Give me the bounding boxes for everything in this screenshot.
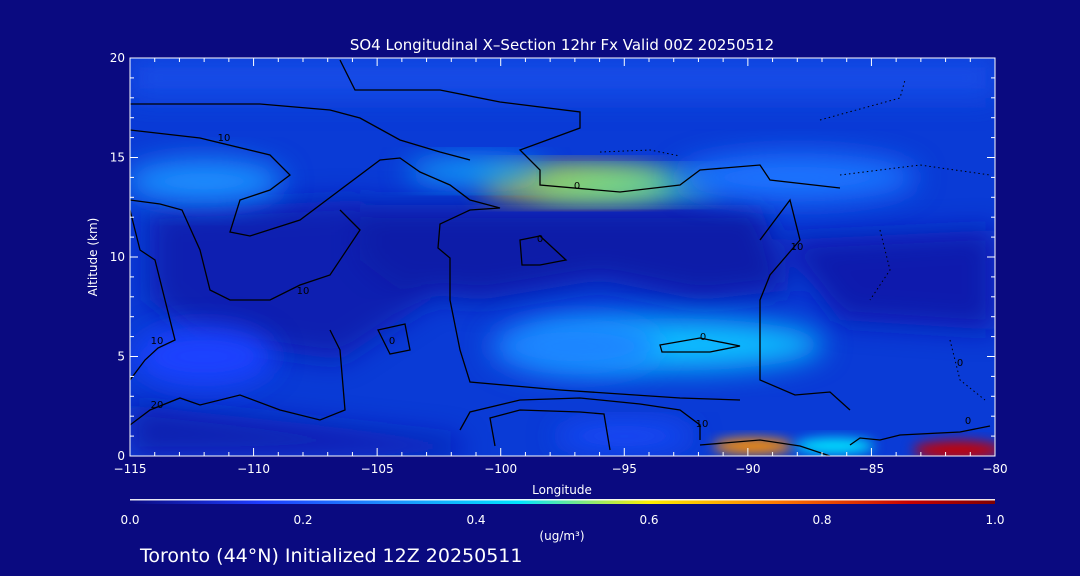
y-axis-label: Altitude (km): [86, 218, 100, 297]
dotted-contours: [599, 79, 991, 401]
contour-label: 0: [574, 181, 580, 192]
concentration-blobs: [130, 153, 995, 456]
contour-label: 0: [700, 332, 706, 343]
x-axis-label: Longitude: [532, 483, 592, 497]
contour-label: 10: [696, 419, 709, 430]
x-tick-label: −85: [859, 462, 884, 476]
x-tick-label: −115: [114, 462, 147, 476]
x-tick-label: −110: [237, 462, 270, 476]
colorbar-tick-label: 0.6: [639, 513, 658, 527]
y-tick-label: 0: [117, 449, 125, 463]
colorbar-gradient: [130, 499, 995, 504]
concentration-blob: [134, 326, 275, 387]
concentration-blob: [406, 159, 546, 184]
contour-label: 10: [297, 286, 310, 297]
concentration-blob: [554, 424, 695, 449]
colorbar-highlight: [130, 499, 995, 501]
concentration-blob: [794, 438, 875, 455]
plot-area: 10 0 10 10 20 0 10 0 10 0 0 0: [130, 58, 995, 456]
footer-init-text: Toronto (44°N) Initialized 12Z 20250511: [139, 545, 523, 567]
y-axis: 0 5 10 15 20: [110, 51, 995, 463]
field-shading: [130, 58, 995, 456]
contour-label: 10: [791, 242, 804, 253]
contour-label: 0: [957, 358, 963, 369]
contour-lines: [130, 59, 991, 456]
contour-labels: 10 0 10 10 20 0 10 0 10 0 0 0: [151, 133, 972, 430]
colorbar-tick-label: 1.0: [985, 513, 1004, 527]
x-tick-label: −95: [612, 462, 637, 476]
x-tick-label: −105: [361, 462, 394, 476]
colorbar-tick-label: 0.2: [293, 513, 312, 527]
contour-label: 0: [537, 234, 543, 245]
concentration-blob: [130, 159, 285, 204]
contour-label: 10: [218, 133, 231, 144]
contour-label: 10: [151, 336, 164, 347]
colorbar-label: (ug/m³): [539, 529, 584, 543]
contour-label: 20: [151, 400, 164, 411]
colorbar-tick-label: 0.0: [120, 513, 139, 527]
colorbar: 0.0 0.2 0.4 0.6 0.8 1.0 (ug/m³): [120, 499, 1005, 543]
concentration-blob: [912, 441, 995, 456]
colorbar-tick-label: 0.4: [466, 513, 485, 527]
y-tick-label: 5: [117, 350, 125, 364]
y-tick-label: 10: [110, 250, 125, 264]
contour-label: 0: [965, 416, 971, 427]
x-axis: −115 −110 −105 −100 −95 −90 −85 −80: [114, 58, 1008, 476]
y-tick-label: 15: [110, 151, 125, 165]
x-tick-label: −80: [982, 462, 1007, 476]
colorbar-tick-label: 0.8: [812, 513, 831, 527]
chart-title: SO4 Longitudinal X–Section 12hr Fx Valid…: [350, 36, 774, 54]
y-tick-label: 20: [110, 51, 125, 65]
x-tick-label: −100: [484, 462, 517, 476]
concentration-blob: [529, 173, 720, 198]
concentration-blob: [489, 318, 660, 375]
concentration-blob: [677, 153, 918, 202]
contour-label: 0: [389, 336, 395, 347]
x-tick-label: −90: [735, 462, 760, 476]
